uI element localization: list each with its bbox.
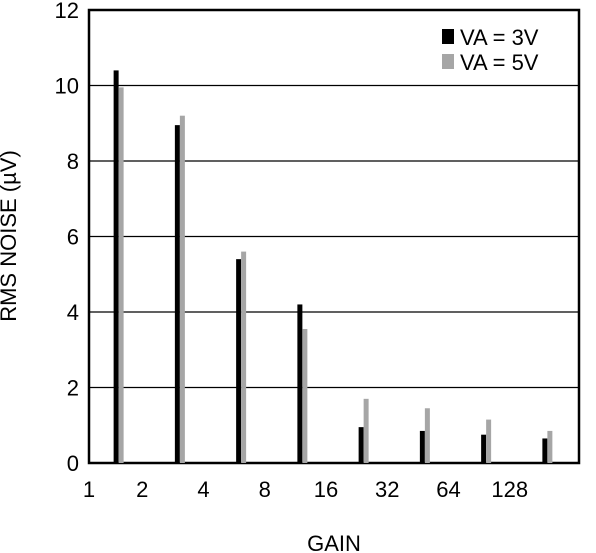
plot-area-frame xyxy=(87,8,581,465)
bar-va-3v xyxy=(297,304,303,463)
x-tick-label: 32 xyxy=(375,477,399,502)
x-tick-label: 16 xyxy=(314,477,338,502)
y-tick-label: 0 xyxy=(67,451,79,476)
bar-va-5v xyxy=(486,419,492,463)
y-tick-label: 6 xyxy=(67,225,79,250)
x-tick-label: 2 xyxy=(136,477,148,502)
bar-va-5v xyxy=(302,328,308,463)
y-tick-label: 2 xyxy=(67,376,79,401)
bar-va-3v xyxy=(113,70,119,464)
bar-va-3v xyxy=(174,125,180,463)
x-tick-label: 4 xyxy=(197,477,209,502)
legend: VA = 3V VA = 5V xyxy=(442,25,539,75)
x-tick-label: 128 xyxy=(491,477,528,502)
bar-va-3v xyxy=(236,259,242,463)
y-axis-title: RMS NOISE (µV) xyxy=(0,150,21,322)
gridlines xyxy=(89,84,579,389)
x-tick-label: 1 xyxy=(83,477,95,502)
bar-va-3v xyxy=(358,427,364,463)
legend-swatch-va-5v xyxy=(442,54,454,69)
y-tick-label: 8 xyxy=(67,149,79,174)
bars xyxy=(113,70,553,464)
y-tick-label: 10 xyxy=(55,74,79,99)
legend-label-va-5v: VA = 5V xyxy=(460,50,539,75)
bar-va-5v xyxy=(547,430,553,463)
y-tick-labels: 0 2 4 6 8 10 12 xyxy=(55,0,79,476)
bar-va-3v xyxy=(419,430,425,463)
legend-swatch-va-3v xyxy=(442,29,454,44)
x-tick-labels: 1 2 4 8 16 32 64 128 xyxy=(83,477,528,502)
y-tick-label: 12 xyxy=(55,0,79,23)
bar-va-3v xyxy=(542,438,548,463)
bar-va-5v xyxy=(118,87,124,463)
bar-va-5v xyxy=(363,398,369,463)
x-tick-label: 8 xyxy=(259,477,271,502)
bar-va-5v xyxy=(241,251,247,463)
legend-label-va-3v: VA = 3V xyxy=(460,25,539,50)
bar-va-3v xyxy=(481,434,487,463)
y-tick-label: 4 xyxy=(67,300,79,325)
bar-va-5v xyxy=(424,408,430,463)
bar-va-5v xyxy=(179,115,185,463)
x-tick-label: 64 xyxy=(436,477,460,502)
x-axis-title: GAIN xyxy=(307,531,361,553)
